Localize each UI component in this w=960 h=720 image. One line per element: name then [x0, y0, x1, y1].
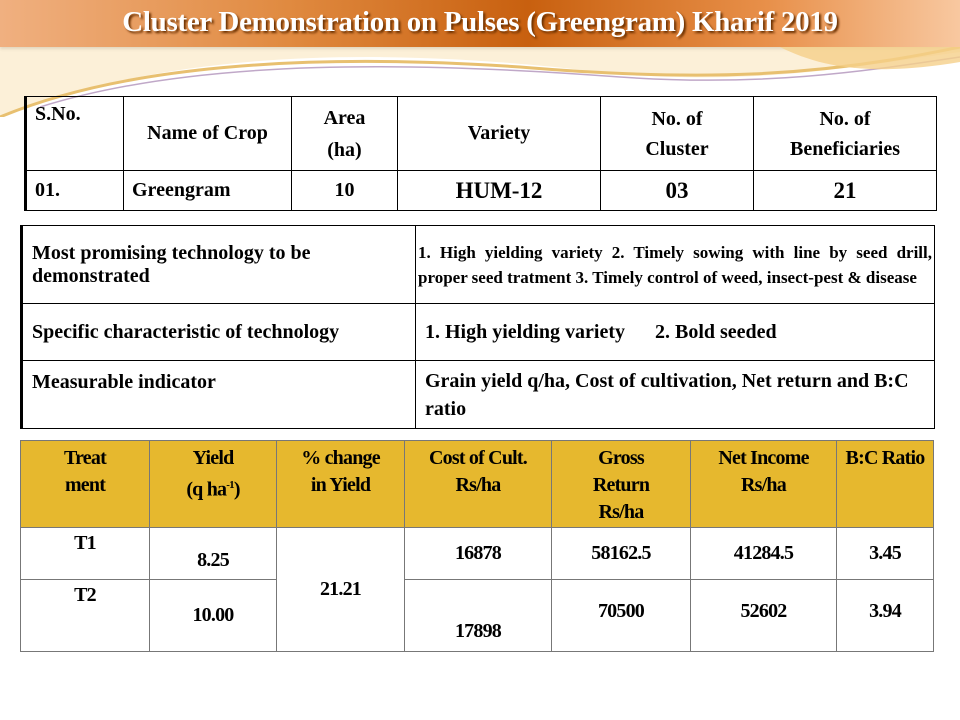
h-treat-2: ment [64, 474, 106, 496]
cell-cost: 17898 [404, 579, 552, 652]
header-sno: S.No. [24, 96, 124, 171]
header-net: Net Income Rs/ha [690, 440, 837, 528]
header-crop: Name of Crop [123, 96, 292, 171]
cell-sno: 01. [24, 170, 124, 211]
h-gross-1: Gross [598, 447, 644, 469]
cell-crop: Greengram [123, 170, 292, 211]
area-label: Area [323, 106, 366, 129]
cell-yield: 8.25 [149, 527, 277, 580]
tech-value: 1. High yielding variety 2. Timely sowin… [415, 225, 935, 304]
header-area: Area (ha) [291, 96, 398, 171]
h-gross-2: Return [592, 474, 650, 496]
header-bc: B:C Ratio [836, 440, 934, 528]
header-beneficiaries: No. of Beneficiaries [753, 96, 937, 171]
cell-net: 41284.5 [690, 527, 837, 580]
cell-bc: 3.45 [836, 527, 934, 580]
cluster-l1: No. of [651, 107, 703, 130]
cell-treatment: T2 [20, 579, 150, 652]
characteristic-label: Specific characteristic of technology [20, 303, 416, 361]
h-yield-2: (q ha [186, 478, 227, 501]
h-yield-1: Yield [192, 447, 235, 469]
cell-variety: HUM-12 [397, 170, 601, 211]
header-change: % change in Yield [276, 440, 405, 528]
table-row: T2 10.00 17898 70500 52602 3.94 [20, 579, 934, 652]
h-change-1: % change [301, 447, 380, 469]
area-unit: (ha) [327, 138, 362, 161]
indicator-value: Grain yield q/ha, Cost of cultivation, N… [415, 360, 935, 429]
h-yield-3: ) [233, 478, 241, 501]
cell-cluster: 03 [600, 170, 754, 211]
header-gross: Gross Return Rs/ha [551, 440, 691, 528]
h-cost-1: Cost of Cult. [429, 447, 528, 469]
benef-l2: Beneficiaries [790, 137, 900, 160]
title-bar: Cluster Demonstration on Pulses (Greengr… [0, 0, 960, 47]
tech-label: Most promising technology to be demonstr… [20, 225, 416, 304]
characteristic-value: 1. High yielding variety 2. Bold seeded [415, 303, 935, 361]
cell-beneficiaries: 21 [753, 170, 937, 211]
cell-treatment: T1 [20, 527, 150, 580]
cell-net: 52602 [690, 579, 837, 652]
cell-gross: 70500 [551, 579, 691, 652]
header-treatment: Treat ment [20, 440, 150, 528]
cell-change: 21.21 [276, 527, 405, 652]
decorative-swoosh [0, 47, 960, 117]
header-cluster: No. of Cluster [600, 96, 754, 171]
cell-gross: 58162.5 [551, 527, 691, 580]
header-yield: Yield (q ha-1) [149, 440, 277, 528]
cell-yield: 10.00 [149, 579, 277, 652]
technology-table: Most promising technology to be demonstr… [20, 225, 935, 429]
h-treat-1: Treat [64, 447, 107, 469]
benef-l1: No. of [819, 107, 871, 130]
indicator-label: Measurable indicator [20, 360, 416, 429]
cluster-l2: Cluster [645, 137, 709, 160]
h-change-2: in Yield [310, 474, 371, 496]
slide-title: Cluster Demonstration on Pulses (Greengr… [122, 6, 838, 38]
cell-bc: 3.94 [836, 579, 934, 652]
h-net-2: Rs/ha [741, 474, 787, 496]
crop-table: S.No. Name of Crop Area (ha) Variety No. … [24, 96, 937, 211]
h-cost-2: Rs/ha [455, 474, 502, 496]
h-net-1: Net Income [718, 447, 809, 469]
header-variety: Variety [397, 96, 601, 171]
header-cost: Cost of Cult. Rs/ha [404, 440, 552, 528]
results-table: Treat ment Yield (q ha-1) % change in Yield… [20, 440, 934, 652]
h-gross-3: Rs/ha [598, 501, 645, 523]
table-row: T1 8.25 21.21 16878 58162.5 41284.5 3.45 [20, 527, 934, 652]
h-yield-sup: -1 [226, 479, 234, 491]
cell-area: 10 [291, 170, 398, 211]
cell-cost: 16878 [404, 527, 552, 580]
